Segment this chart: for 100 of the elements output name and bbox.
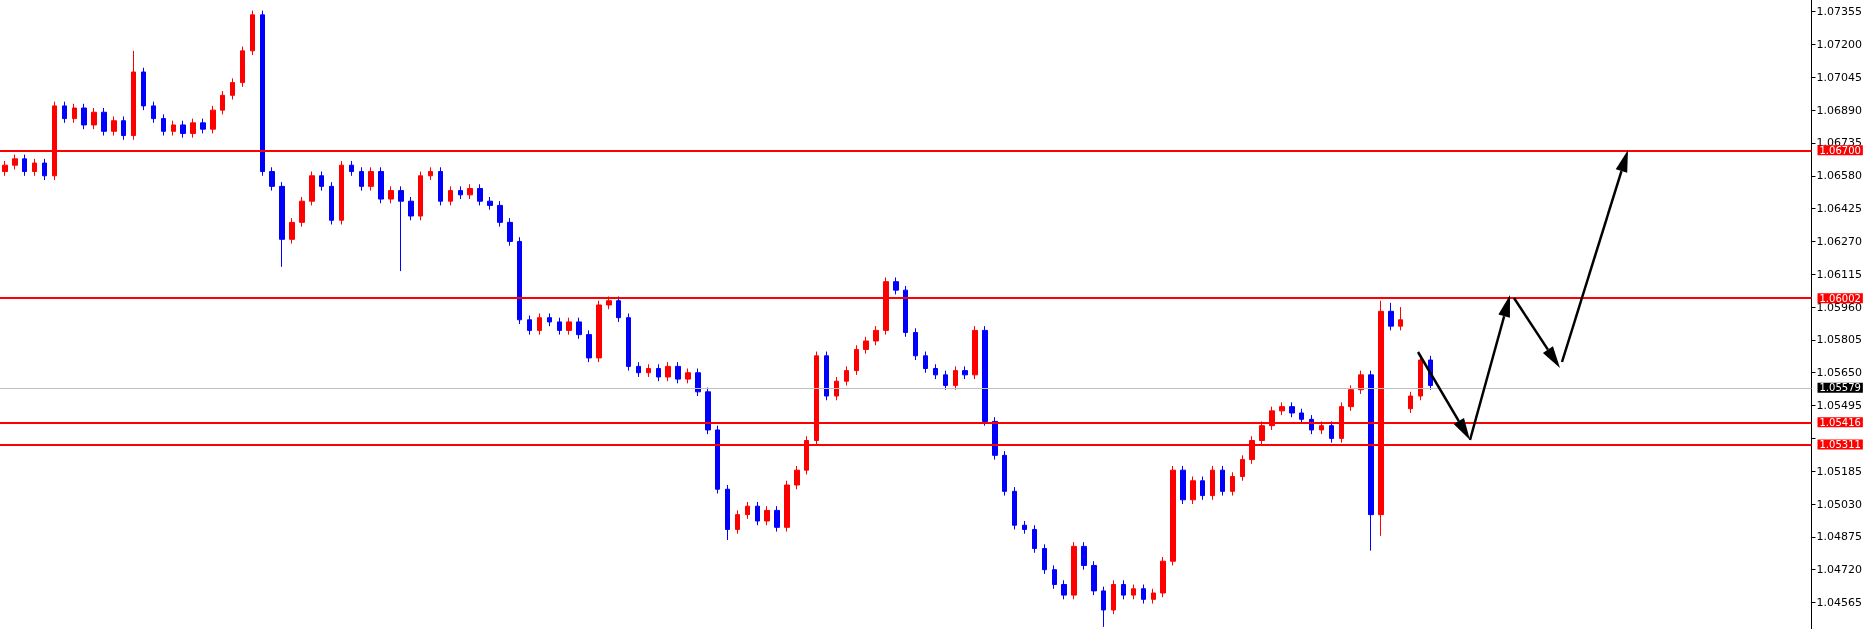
candlestick [962, 365, 968, 380]
candlestick [745, 501, 750, 520]
y-tick-label: 1.06890 [1816, 103, 1863, 117]
ref-line-label: 1.05416 [1819, 416, 1861, 428]
candlestick [1190, 476, 1196, 505]
candlestick [349, 160, 354, 177]
candlestick [1131, 584, 1136, 600]
candlestick [517, 236, 522, 325]
candlestick [299, 196, 305, 228]
candlestick [1071, 541, 1077, 600]
y-tick-label: 1.06580 [1816, 169, 1863, 183]
candlestick [200, 118, 206, 134]
candlestick [269, 166, 275, 192]
candlestick [695, 368, 701, 397]
candlestick [458, 185, 463, 200]
candlestick [1408, 391, 1413, 414]
candlestick [1032, 524, 1037, 554]
y-tick-label: 1.07200 [1816, 37, 1863, 51]
candlestick [62, 101, 67, 124]
candlestick [705, 387, 711, 435]
candlestick [91, 107, 97, 130]
candlestick [250, 10, 255, 56]
candlestick [893, 276, 899, 295]
candlestick [1299, 408, 1304, 425]
candlestick [933, 363, 938, 380]
candlestick [309, 171, 315, 206]
candlestick [210, 105, 216, 134]
candlestick [151, 101, 156, 124]
candlestick [665, 361, 671, 382]
candlestick [715, 425, 720, 494]
candlestick [903, 285, 908, 338]
candlestick [368, 166, 374, 192]
candlestick [1111, 579, 1116, 615]
candlestick [180, 120, 186, 139]
candlestick [171, 120, 176, 137]
candlestick [81, 103, 87, 130]
y-tick-label: 1.05495 [1816, 399, 1863, 413]
candlestick [1200, 476, 1205, 501]
candlestick [1151, 588, 1156, 605]
candlestick [477, 183, 483, 206]
candlestick [1329, 420, 1334, 444]
candlestick [1388, 302, 1394, 331]
candlestick [537, 312, 542, 336]
candlestick [576, 317, 582, 340]
y-tick-label: 1.05185 [1816, 464, 1863, 478]
candlestick [467, 183, 473, 200]
candlestick [844, 365, 849, 386]
candlestick [616, 296, 621, 323]
candlestick [646, 363, 651, 378]
candlestick [319, 171, 324, 192]
candlestick [685, 368, 691, 384]
candlestick [1240, 454, 1245, 482]
candlestick [755, 501, 760, 526]
candlestick [1052, 564, 1057, 590]
y-tick-label: 1.04565 [1816, 596, 1863, 610]
candlestick [388, 185, 394, 204]
y-tick-label: 1.05805 [1816, 333, 1863, 347]
candlestick [1210, 465, 1215, 501]
candlestick [596, 300, 602, 363]
candlestick [111, 115, 117, 137]
candlestick [873, 325, 879, 346]
candlestick [774, 505, 780, 533]
candlestick [764, 505, 770, 526]
candlestick [260, 10, 265, 177]
candlestick [398, 185, 404, 272]
candlestick [438, 166, 443, 206]
candlestick [101, 107, 107, 137]
candlestick [1012, 486, 1017, 530]
y-tick-label: 1.06115 [1816, 267, 1863, 281]
candlestick [794, 465, 800, 490]
candlestick [22, 154, 27, 177]
candlestick [982, 325, 988, 427]
candlestick [220, 90, 225, 115]
candlestick [1002, 450, 1007, 497]
candlestick [230, 77, 235, 101]
candlestick [953, 365, 958, 391]
candlestick [1091, 560, 1097, 596]
y-tick-label: 1.04720 [1816, 563, 1863, 577]
candlestick [12, 154, 18, 170]
candlestick [279, 181, 285, 268]
candlestick [527, 315, 532, 336]
candlestick [378, 166, 384, 204]
candlestick [626, 312, 631, 372]
candlestick [972, 325, 978, 380]
candlestick [863, 336, 869, 355]
candlestick [725, 484, 730, 541]
candlestick [566, 317, 572, 336]
candlestick [636, 361, 641, 378]
candlestick [32, 158, 37, 177]
candlestick [121, 115, 126, 141]
candlestick [497, 200, 503, 228]
y-tick-label: 1.05030 [1816, 497, 1863, 511]
candlestick [329, 181, 334, 225]
candlestick [547, 312, 552, 327]
candlestick [161, 113, 166, 137]
candlestick [1121, 579, 1126, 600]
candlestick [448, 185, 453, 206]
candlestick [42, 158, 47, 181]
candlestick [1289, 401, 1295, 418]
candlestick [656, 363, 661, 382]
